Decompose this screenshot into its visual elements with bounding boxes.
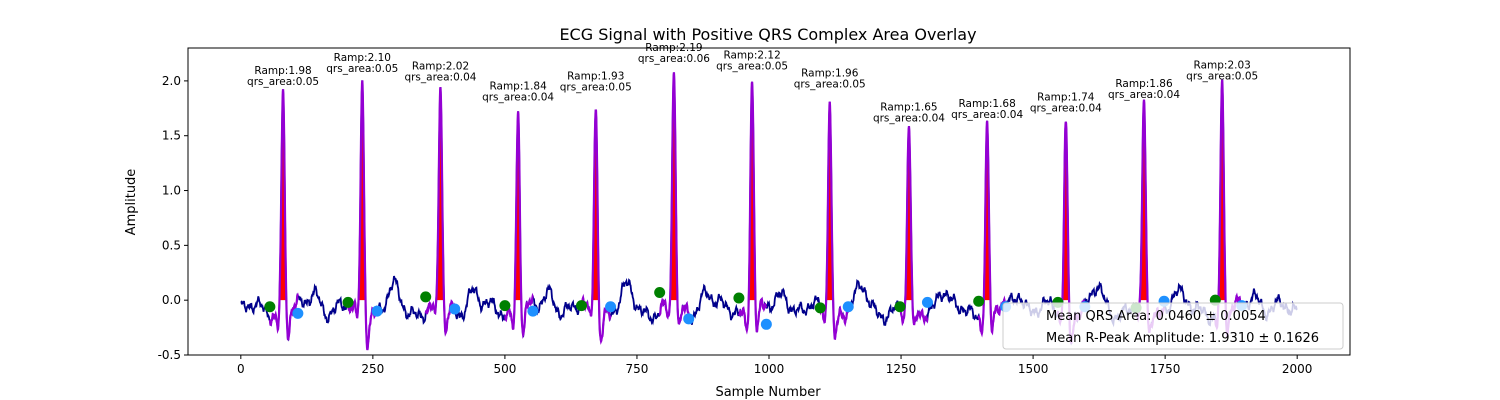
y-tick-label: 0.0 xyxy=(162,293,181,307)
qrs-area-label-12: qrs_area:0.04 xyxy=(1108,89,1180,101)
qrs-offset-marker-3 xyxy=(449,303,461,315)
annotation-layer: Ramp:1.98qrs_area:0.05Ramp:2.10qrs_area:… xyxy=(247,42,1258,124)
x-tick-label: 1750 xyxy=(1150,362,1181,376)
r-amplitude-label-4: Ramp:1.84 xyxy=(489,80,547,92)
qrs-segment-9 xyxy=(898,126,929,327)
x-tick-label: 750 xyxy=(626,362,649,376)
qrs-offset-marker-2 xyxy=(371,305,383,317)
qrs-onset-marker-3 xyxy=(420,291,432,303)
qrs-segment-8 xyxy=(819,101,850,340)
qrs-offset-marker-5 xyxy=(605,301,617,313)
qrs-area-label-13: qrs_area:0.05 xyxy=(1186,71,1258,83)
y-tick-label: 0.5 xyxy=(162,238,181,252)
y-tick-label: 1.5 xyxy=(162,129,181,143)
qrs-onset-marker-10 xyxy=(973,295,985,307)
qrs-segment-6 xyxy=(658,72,690,325)
r-amplitude-label-5: Ramp:1.93 xyxy=(567,71,624,83)
r-amplitude-label-7: Ramp:2.12 xyxy=(723,50,780,62)
r-amplitude-label-9: Ramp:1.65 xyxy=(880,101,937,113)
legend-box xyxy=(1002,302,1344,350)
r-amplitude-label-3: Ramp:2.02 xyxy=(412,61,469,73)
x-tick-label: 0 xyxy=(237,362,245,376)
qrs-onset-marker-4 xyxy=(499,300,511,312)
y-axis: -0.5 0.0 0.5 1.0 1.5 2.0 xyxy=(158,74,188,362)
y-axis-label: Amplitude xyxy=(124,169,139,236)
qrs-onset-marker-9 xyxy=(894,301,906,313)
qrs-segment-4 xyxy=(504,111,534,339)
qrs-area-label-2: qrs_area:0.05 xyxy=(326,63,398,75)
qrs-offset-marker-4 xyxy=(527,305,539,317)
chart-title: ECG Signal with Positive QRS Complex Are… xyxy=(559,25,976,44)
x-axis-label: Sample Number xyxy=(715,385,821,400)
x-tick-label: 1250 xyxy=(886,362,917,376)
x-tick-label: 250 xyxy=(361,362,384,376)
legend-entry-mean-qrs-area: Mean QRS Area: 0.0460 ± 0.0054 xyxy=(1046,309,1266,324)
r-amplitude-label-11: Ramp:1.74 xyxy=(1037,91,1095,103)
marker-layer xyxy=(264,287,1248,330)
qrs-area-label-3: qrs_area:0.04 xyxy=(404,72,476,84)
qrs-offset-marker-7 xyxy=(760,318,772,330)
qrs-onset-marker-8 xyxy=(814,302,826,314)
x-tick-label: 1000 xyxy=(754,362,785,376)
qrs-offset-marker-1 xyxy=(292,307,304,319)
qrs-area-label-4: qrs_area:0.04 xyxy=(482,91,554,103)
qrs-onset-marker-2 xyxy=(342,296,354,308)
qrs-offset-marker-6 xyxy=(683,313,695,325)
qrs-segment-7 xyxy=(738,81,768,335)
x-tick-label: 2000 xyxy=(1282,362,1313,376)
qrs-offset-marker-9 xyxy=(921,296,933,308)
r-amplitude-label-8: Ramp:1.96 xyxy=(801,67,859,79)
qrs-area-label-7: qrs_area:0.05 xyxy=(716,61,788,73)
qrs-area-label-10: qrs_area:0.04 xyxy=(951,109,1023,121)
r-amplitude-label-10: Ramp:1.68 xyxy=(958,98,1015,110)
x-axis: 0 250 500 750 1000 1250 1500 1750 2000 xyxy=(237,355,1312,376)
qrs-onset-marker-5 xyxy=(575,300,587,312)
qrs-onset-marker-6 xyxy=(654,287,666,299)
y-tick-label: 2.0 xyxy=(162,74,181,88)
legend-entry-mean-r-peak-amplitude: Mean R-Peak Amplitude: 1.9310 ± 0.1626 xyxy=(1046,331,1319,346)
qrs-offset-marker-8 xyxy=(842,301,854,313)
y-tick-label: -0.5 xyxy=(158,348,181,362)
qrs-area-label-5: qrs_area:0.05 xyxy=(560,82,632,94)
r-amplitude-label-1: Ramp:1.98 xyxy=(254,65,311,77)
qrs-segment-1 xyxy=(268,89,299,341)
r-amplitude-label-12: Ramp:1.86 xyxy=(1115,78,1173,90)
qrs-onset-marker-1 xyxy=(264,301,276,313)
r-amplitude-label-13: Ramp:2.03 xyxy=(1194,60,1251,72)
qrs-area-label-11: qrs_area:0.04 xyxy=(1030,102,1102,114)
qrs-area-label-9: qrs_area:0.04 xyxy=(873,112,945,124)
qrs-area-label-1: qrs_area:0.05 xyxy=(247,76,319,88)
legend: Mean QRS Area: 0.0460 ± 0.0054 Mean R-Pe… xyxy=(1002,302,1344,350)
y-tick-label: 1.0 xyxy=(162,184,181,198)
r-amplitude-label-2: Ramp:2.10 xyxy=(334,52,391,64)
qrs-onset-marker-7 xyxy=(733,292,745,304)
qrs-area-label-6: qrs_area:0.06 xyxy=(638,53,710,65)
plot-area: Ramp:1.98qrs_area:0.05Ramp:2.10qrs_area:… xyxy=(187,42,1351,356)
x-tick-label: 500 xyxy=(493,362,516,376)
x-tick-label: 1500 xyxy=(1018,362,1049,376)
qrs-area-label-8: qrs_area:0.05 xyxy=(794,78,866,90)
